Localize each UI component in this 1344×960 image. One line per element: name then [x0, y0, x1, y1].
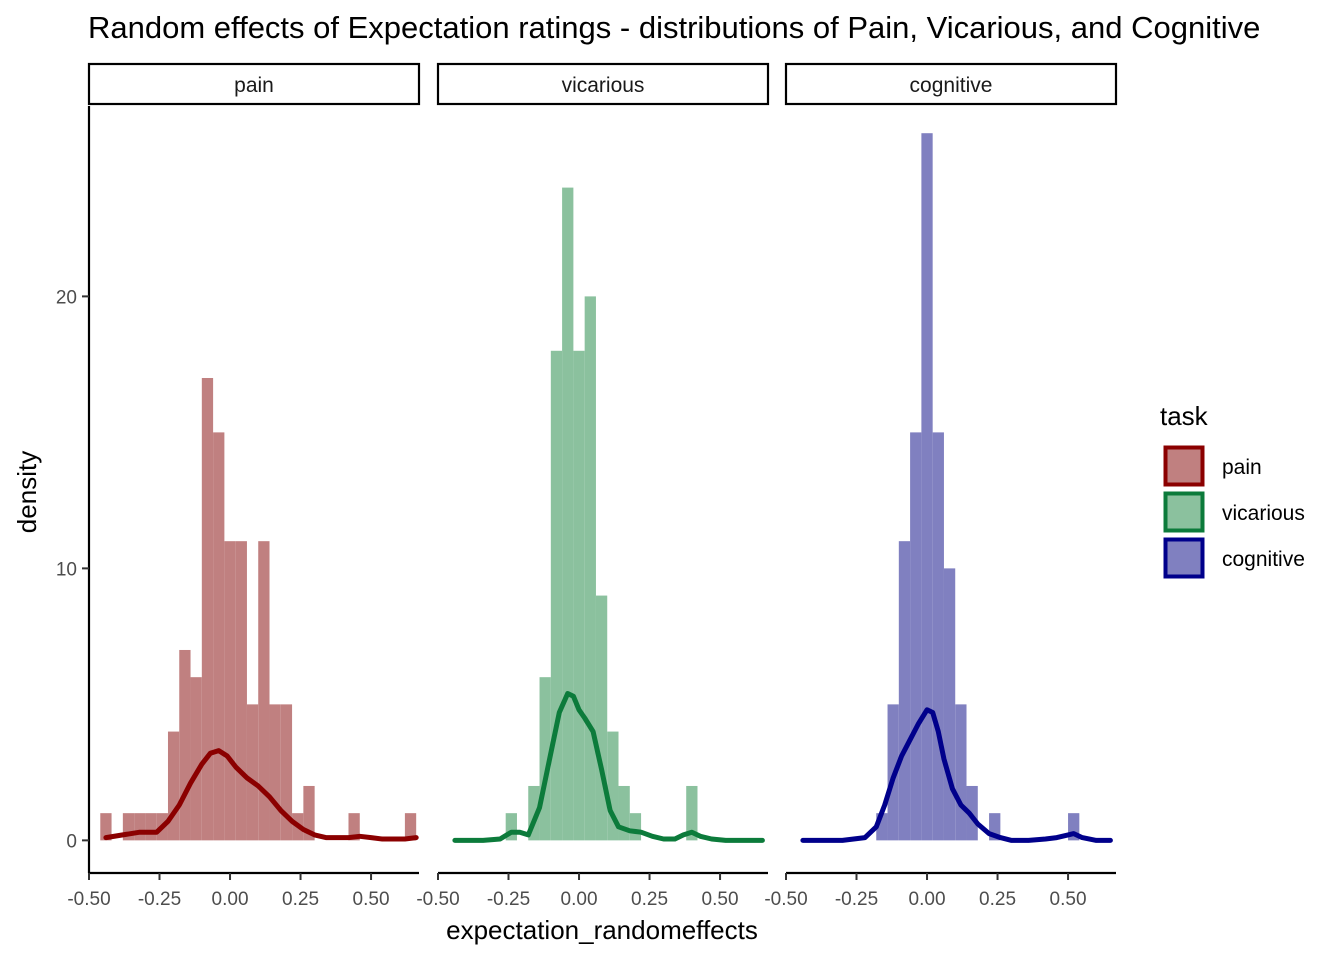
bar	[584, 296, 596, 841]
bar	[876, 813, 888, 841]
x-tick-label: 0.25	[631, 889, 668, 910]
bar	[629, 813, 642, 841]
bar	[201, 377, 214, 841]
bar	[122, 813, 135, 841]
bar	[539, 677, 551, 841]
bar	[898, 541, 911, 841]
strip-label-cognitive: cognitive	[910, 74, 993, 97]
x-tick-label: -0.25	[835, 889, 878, 910]
bar	[167, 731, 180, 841]
x-tick-label: -0.25	[138, 889, 181, 910]
bar	[989, 813, 1001, 841]
bar	[910, 432, 922, 841]
bar	[550, 350, 563, 841]
legend-label-vicarious: vicarious	[1222, 502, 1305, 525]
bar	[686, 785, 698, 841]
y-tick-label: 10	[56, 559, 77, 580]
x-tick-label: 0.50	[353, 889, 390, 910]
bar	[932, 432, 944, 841]
x-tick-label: 0.00	[561, 889, 598, 910]
strip-label-vicarious: vicarious	[562, 74, 645, 97]
bar	[235, 541, 247, 841]
bar	[134, 813, 146, 841]
x-tick-label: -0.25	[487, 889, 530, 910]
x-tick-label: 0.25	[282, 889, 319, 910]
bar	[100, 813, 112, 841]
panel-cognitive: cognitive -0.50 -0.25 0.00 0.25 0.50	[764, 62, 1118, 910]
bar	[1068, 813, 1080, 841]
strip-pain	[87, 62, 421, 106]
bar	[190, 677, 202, 841]
x-tick-label: 0.50	[702, 889, 739, 910]
legend-title: task	[1160, 401, 1209, 431]
strip-label-pain: pain	[234, 74, 274, 97]
legend-key-cognitive	[1163, 537, 1205, 579]
x-tick-label: 0.00	[909, 889, 946, 910]
bar	[145, 813, 157, 841]
x-tick-label: -0.50	[764, 889, 807, 910]
x-tick-label: 0.50	[1050, 889, 1087, 910]
density-line-cognitive	[800, 707, 1113, 843]
bar	[505, 813, 517, 841]
panel-pain: pain -0.50 -0.25 0.00 0.25 0.50	[67, 62, 421, 910]
y-tick-label: 0	[66, 831, 77, 852]
density-line-vicarious	[452, 691, 765, 843]
bar	[618, 785, 630, 841]
bar	[573, 350, 585, 841]
panels: pain -0.50 -0.25 0.00 0.25 0.50 vicarious -0.50…	[56, 62, 1118, 910]
x-tick-label: 0.25	[979, 889, 1016, 910]
bar	[280, 704, 293, 841]
x-axis-title: expectation_randomeffects	[446, 915, 758, 945]
bar	[528, 785, 540, 841]
strip-vicarious	[436, 62, 770, 106]
bar	[213, 432, 225, 841]
y-tick-label: 20	[56, 287, 77, 308]
legend-label-cognitive: cognitive	[1222, 548, 1305, 571]
bar	[258, 541, 270, 841]
legend: task pain vicarious cognitive	[1160, 401, 1305, 579]
bar	[269, 704, 281, 841]
y-axis-title: density	[12, 451, 42, 533]
bar	[607, 731, 619, 841]
x-tick-label: -0.50	[416, 889, 459, 910]
bar	[955, 704, 967, 841]
bar	[921, 133, 933, 841]
chart-title: Random effects of Expectation ratings - …	[88, 10, 1260, 45]
x-tick-label: 0.00	[212, 889, 249, 910]
x-tick-label: -0.50	[67, 889, 110, 910]
density-line-pain	[103, 748, 419, 842]
legend-key-pain	[1163, 445, 1205, 487]
bar	[246, 704, 259, 841]
legend-label-pain: pain	[1222, 456, 1262, 479]
bar	[404, 813, 417, 841]
bar	[303, 785, 315, 841]
bar	[224, 541, 236, 841]
bar	[943, 568, 956, 841]
bar	[595, 595, 608, 841]
legend-key-vicarious	[1163, 491, 1205, 533]
bar	[562, 187, 574, 841]
panel-vicarious: vicarious -0.50 -0.25 0.00 0.25 0.50	[416, 62, 770, 910]
bar	[179, 649, 191, 841]
strip-cognitive	[784, 62, 1118, 106]
bar	[348, 813, 360, 841]
